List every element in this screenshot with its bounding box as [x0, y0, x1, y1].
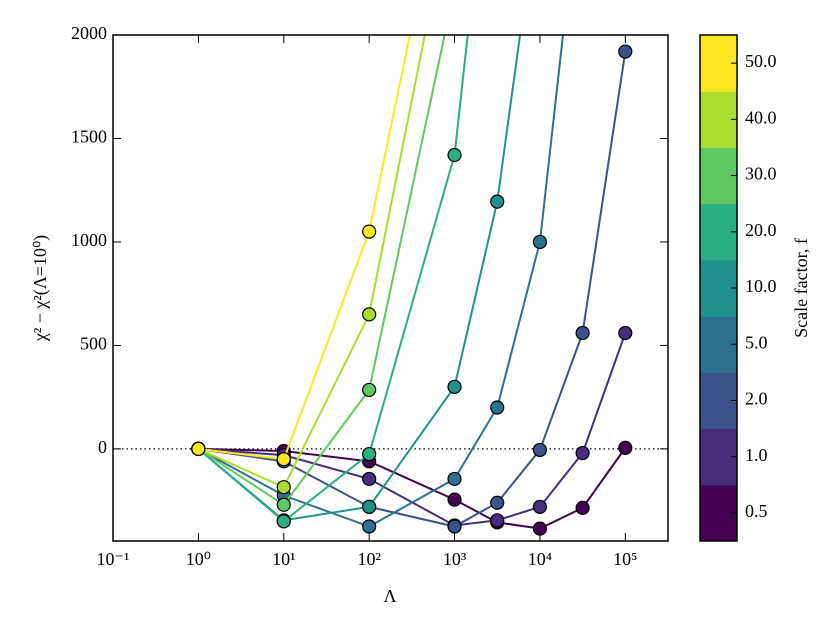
data-point — [447, 519, 462, 534]
data-point — [362, 519, 377, 534]
data-point — [447, 471, 462, 487]
colorbar-tick-label: 1.0 — [745, 445, 768, 465]
data-point — [575, 500, 590, 515]
data-point — [490, 400, 505, 415]
y-tick-label: 1500 — [71, 127, 107, 147]
data-point — [532, 234, 548, 250]
colorbar-label: Scale factor, f — [791, 238, 811, 338]
x-tick-label: 10⁻¹ — [97, 549, 130, 569]
plot-area — [113, 35, 668, 536]
y-tick-label: 500 — [80, 334, 107, 354]
colorbar-bin — [700, 372, 737, 430]
data-point — [276, 480, 291, 495]
data-point — [532, 499, 548, 514]
data-point — [362, 224, 377, 239]
series-line — [197, 35, 565, 528]
series-line — [198, 35, 411, 461]
x-tick-label: 10³ — [443, 549, 467, 569]
colorbar-tick-label: 10.0 — [745, 276, 777, 296]
colorbar-frame — [699, 34, 738, 542]
x-tick-label: 10⁰ — [186, 549, 211, 569]
plot-frame — [112, 34, 669, 542]
x-tick-label: 10² — [357, 549, 380, 569]
y-tick-label: 2000 — [71, 23, 107, 43]
series-line — [198, 51, 627, 528]
x-tick-label: 10¹ — [272, 549, 295, 569]
x-tick-label: 10⁴ — [528, 549, 552, 569]
data-point — [575, 325, 590, 341]
y-tick-label: 0 — [98, 437, 107, 457]
y-axis-label: χ² − χ²(Λ=10⁰) — [30, 235, 51, 342]
data-point — [362, 446, 377, 462]
data-point — [618, 325, 633, 341]
data-point — [276, 452, 291, 467]
data-point — [447, 147, 462, 163]
x-tick-label: 10⁵ — [613, 549, 637, 569]
data-point — [276, 497, 291, 512]
y-tick-label: 1000 — [71, 230, 107, 250]
data-point — [575, 445, 590, 461]
x-axis-label: Λ — [383, 586, 396, 606]
data-point — [447, 379, 462, 394]
colorbar-bin — [700, 35, 737, 92]
data-point — [490, 194, 505, 209]
data-point — [447, 492, 462, 507]
colorbar-bin — [700, 147, 737, 205]
data-point — [490, 513, 505, 528]
data-point — [532, 442, 548, 458]
colorbar-bin — [700, 316, 737, 373]
data-point — [191, 441, 206, 457]
data-point — [362, 471, 377, 487]
series-line — [197, 35, 426, 489]
colorbar-tick-label: 20.0 — [745, 220, 777, 240]
data-point — [362, 382, 377, 398]
series-line — [197, 35, 522, 522]
data-point — [276, 514, 291, 529]
colorbar-bin — [700, 203, 737, 261]
data-point — [618, 440, 633, 455]
colorbar-tick-label: 40.0 — [745, 107, 777, 127]
colorbar-bin — [700, 484, 737, 542]
colorbar-tick-label: 50.0 — [745, 51, 777, 71]
colorbar-tick-label: 2.0 — [745, 389, 768, 409]
colorbar-tick-label: 0.5 — [745, 501, 768, 521]
colorbar-bin — [700, 91, 737, 148]
series-line — [198, 332, 627, 527]
colorbar-bin — [700, 259, 737, 317]
series-line — [197, 35, 446, 507]
series-line — [198, 447, 627, 530]
series-line — [197, 35, 469, 523]
data-point — [490, 495, 505, 510]
data-point — [362, 499, 377, 514]
data-point — [618, 44, 633, 59]
colorbar-tick-label: 30.0 — [745, 164, 777, 184]
data-point — [362, 307, 377, 322]
colorbar-tick-label: 5.0 — [745, 332, 768, 352]
colorbar-bin — [700, 428, 737, 486]
